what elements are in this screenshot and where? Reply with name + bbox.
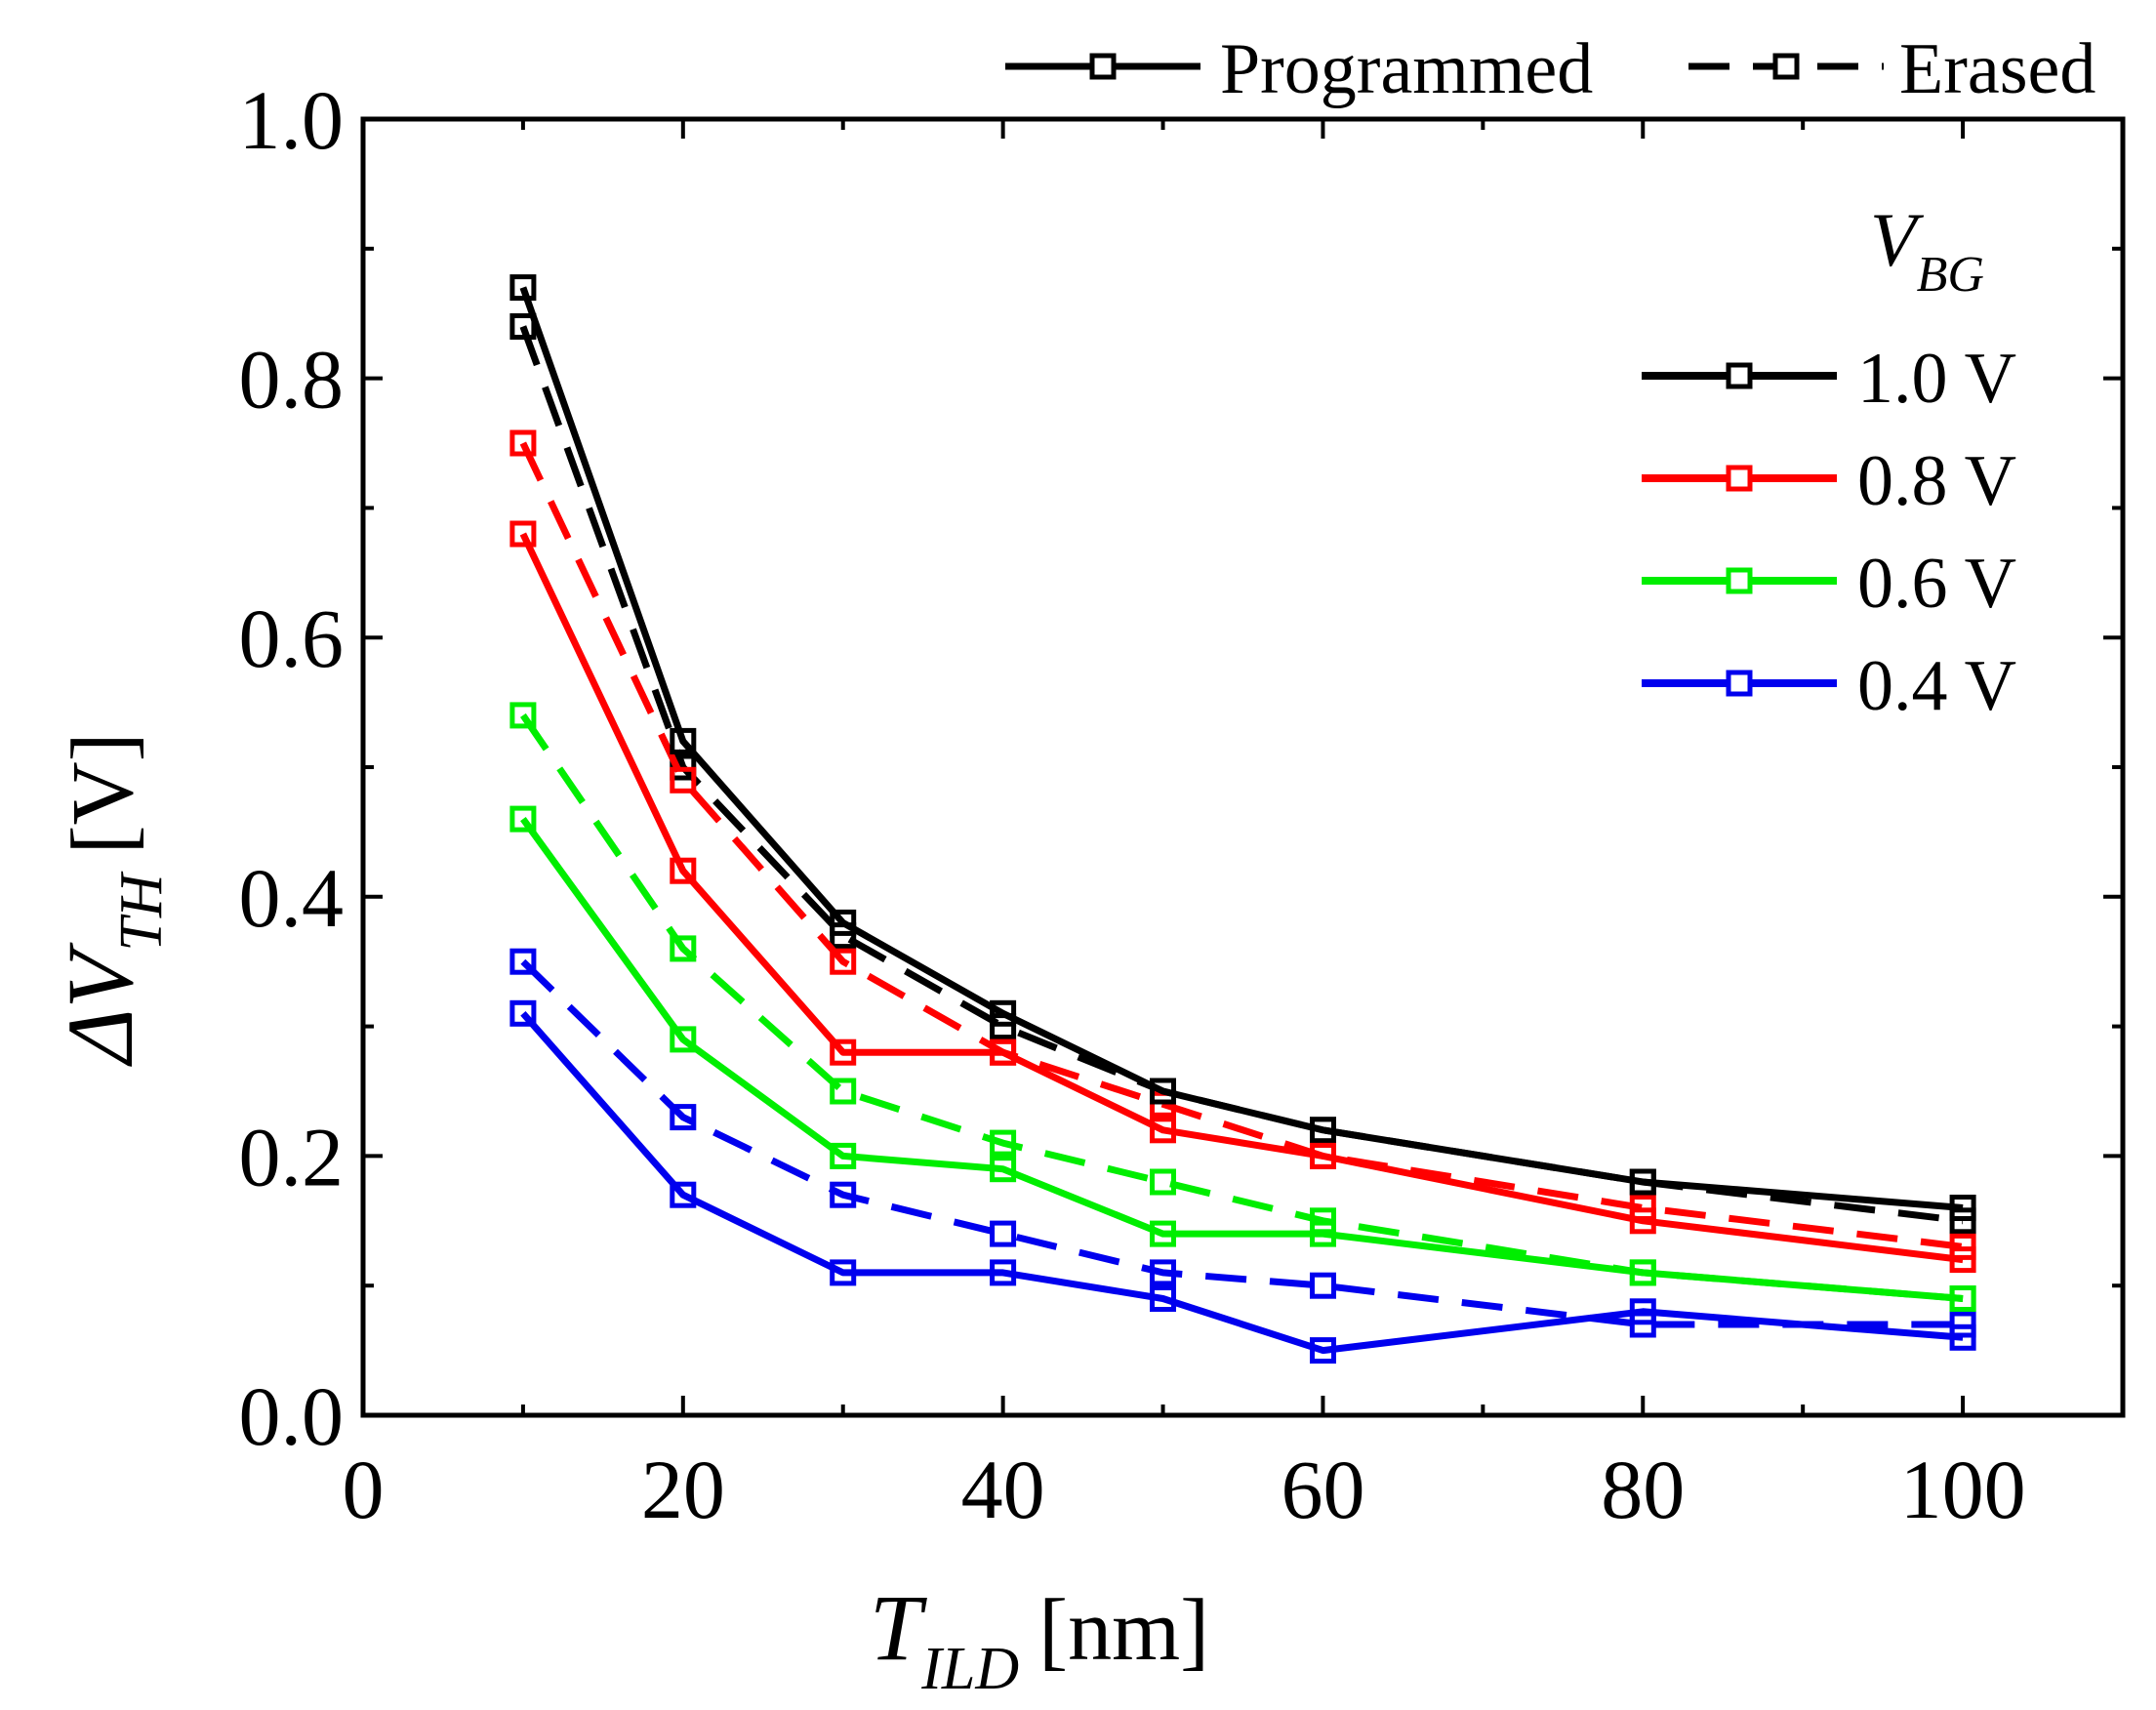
data-point-s2-0 bbox=[509, 520, 537, 548]
y-tick-label-0: 0.0 bbox=[239, 1369, 345, 1463]
plot-frame bbox=[360, 116, 2126, 1418]
data-point-s0-0 bbox=[509, 274, 537, 302]
data-point-s2-5 bbox=[1310, 1142, 1336, 1169]
x-axis-title: TILD [nm] bbox=[870, 1575, 1209, 1702]
data-point-s2-3 bbox=[990, 1038, 1017, 1066]
color-legend-label-3: 0.6 V bbox=[1857, 544, 2016, 624]
color-legend-title: VBG bbox=[1870, 197, 1984, 303]
x-axis-title-unit: [nm] bbox=[1038, 1582, 1209, 1679]
data-point-s6-6 bbox=[1629, 1298, 1656, 1325]
series-line-4 bbox=[520, 817, 1964, 1302]
y-tick-label-1: 0.2 bbox=[239, 1110, 345, 1203]
x-axis-title-subscript: ILD bbox=[920, 1636, 1019, 1702]
y-tick-label-3: 0.6 bbox=[239, 591, 345, 685]
x-tick-label-2: 40 bbox=[961, 1443, 1045, 1536]
data-point-s0-1 bbox=[670, 727, 697, 754]
y-tick-label-2: 0.4 bbox=[239, 851, 345, 945]
data-point-s6-5 bbox=[1310, 1337, 1336, 1364]
x-tick-label-4: 80 bbox=[1601, 1443, 1685, 1536]
data-point-s6-2 bbox=[830, 1259, 857, 1286]
data-point-s6-4 bbox=[1150, 1285, 1176, 1312]
color-legend-marker-2 bbox=[1726, 465, 1753, 492]
data-point-s0-4 bbox=[1150, 1078, 1176, 1105]
data-point-s7-5 bbox=[1310, 1272, 1336, 1299]
series-line-6 bbox=[520, 1010, 1964, 1355]
x-tick-label-3: 60 bbox=[1281, 1443, 1364, 1536]
data-point-s0-5 bbox=[1310, 1117, 1336, 1144]
style-legend: Programmed Erased bbox=[1005, 29, 2095, 109]
style-legend-erased-label: Erased bbox=[1899, 29, 2095, 109]
data-point-s0-7 bbox=[1949, 1195, 1976, 1221]
data-point-s3-0 bbox=[509, 429, 537, 457]
axes-layer: 0 20 40 60 80 100 0.0 0.2 0.4 0.6 0.8 1.0 bbox=[239, 73, 2126, 1536]
data-point-s4-6 bbox=[1629, 1259, 1656, 1286]
data-point-s2-2 bbox=[830, 1038, 857, 1066]
color-legend-title-symbol: V bbox=[1870, 197, 1925, 282]
color-legend-label-2: 0.8 V bbox=[1857, 441, 2016, 521]
data-point-s7-0 bbox=[509, 948, 537, 975]
y-tick-label-5: 1.0 bbox=[239, 73, 345, 167]
color-legend: VBG 1.0 V 0.8 V 0.6 V 0.4 V bbox=[1642, 197, 2016, 726]
data-point-s7-1 bbox=[670, 1104, 697, 1131]
data-point-s5-2 bbox=[830, 1078, 857, 1105]
data-point-s5-0 bbox=[509, 702, 537, 729]
data-point-s6-3 bbox=[990, 1259, 1017, 1286]
series-layer bbox=[509, 274, 1976, 1364]
data-point-s5-1 bbox=[670, 935, 697, 962]
data-point-s4-5 bbox=[1310, 1220, 1336, 1247]
series-line-1 bbox=[519, 325, 1964, 1225]
data-point-s2-6 bbox=[1629, 1207, 1656, 1235]
x-tick-label-0: 0 bbox=[343, 1443, 385, 1536]
data-point-s4-7 bbox=[1949, 1285, 1976, 1312]
style-legend-erased-marker bbox=[1772, 53, 1800, 80]
color-legend-marker-4 bbox=[1726, 670, 1753, 697]
color-legend-label-4: 0.4 V bbox=[1857, 646, 2016, 726]
data-point-s7-2 bbox=[830, 1181, 857, 1208]
data-point-s6-7 bbox=[1949, 1323, 1976, 1351]
series-line-2 bbox=[519, 532, 1964, 1264]
x-axis-title-symbol: T bbox=[870, 1575, 928, 1680]
data-point-s7-3 bbox=[990, 1220, 1017, 1247]
data-point-s3-2 bbox=[830, 948, 857, 975]
data-point-s5-3 bbox=[990, 1129, 1017, 1157]
style-legend-programmed-label: Programmed bbox=[1220, 29, 1593, 109]
data-point-s4-0 bbox=[509, 805, 537, 833]
data-point-s4-1 bbox=[670, 1026, 697, 1053]
x-tick-label-5: 100 bbox=[1900, 1443, 2026, 1536]
data-point-s7-4 bbox=[1150, 1259, 1176, 1286]
data-point-s4-4 bbox=[1150, 1220, 1176, 1247]
y-axis-title-subscript: TH bbox=[108, 871, 175, 951]
data-point-s5-4 bbox=[1150, 1168, 1176, 1196]
color-legend-label-1: 1.0 V bbox=[1857, 339, 2016, 419]
data-point-s2-4 bbox=[1150, 1117, 1176, 1144]
data-point-s2-1 bbox=[670, 857, 697, 884]
data-point-s4-3 bbox=[990, 1156, 1017, 1183]
y-axis-title: ΔVTH [V] bbox=[48, 732, 175, 1067]
data-point-s6-0 bbox=[509, 999, 537, 1027]
y-axis-title-unit: [V] bbox=[55, 732, 151, 854]
color-legend-marker-3 bbox=[1726, 567, 1753, 594]
series-line-3 bbox=[519, 441, 1964, 1250]
data-point-s4-2 bbox=[830, 1142, 857, 1169]
data-point-s0-2 bbox=[830, 909, 857, 936]
series-line-0 bbox=[519, 286, 1964, 1211]
data-point-s3-1 bbox=[670, 766, 697, 794]
style-legend-programmed-marker bbox=[1089, 53, 1117, 80]
series-line-7 bbox=[520, 958, 1964, 1328]
data-point-s6-1 bbox=[670, 1181, 697, 1208]
color-legend-marker-1 bbox=[1726, 362, 1753, 389]
y-axis-title-symbol: ΔV bbox=[48, 942, 152, 1067]
x-tick-label-1: 20 bbox=[641, 1443, 725, 1536]
data-point-s0-3 bbox=[990, 999, 1017, 1027]
color-legend-title-subscript: BG bbox=[1917, 247, 1984, 303]
y-tick-label-4: 0.8 bbox=[239, 333, 345, 427]
data-point-s0-6 bbox=[1629, 1168, 1656, 1196]
data-point-s2-7 bbox=[1949, 1246, 1976, 1274]
